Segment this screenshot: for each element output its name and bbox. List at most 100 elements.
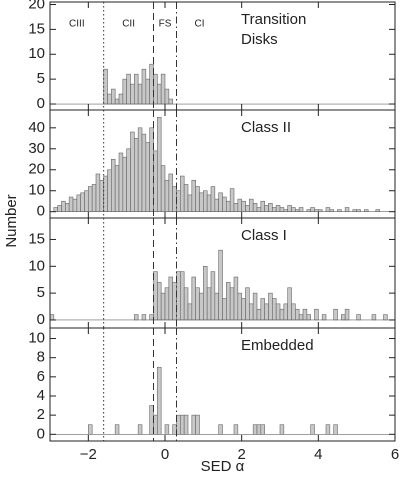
- y-tick-label: 15: [28, 230, 45, 247]
- histogram-bar: [183, 414, 189, 435]
- histogram-bar: [233, 203, 239, 213]
- x-tick-label: 0: [161, 446, 169, 463]
- histogram-bar: [291, 303, 296, 321]
- histogram-bar: [118, 152, 124, 213]
- histogram-bar: [337, 209, 342, 213]
- histogram-bar: [256, 207, 262, 213]
- histogram-bar: [295, 209, 300, 213]
- histogram-bar: [180, 175, 185, 213]
- histogram-bar: [302, 308, 308, 321]
- histogram-bar: [72, 198, 78, 213]
- histogram-bar: [199, 292, 204, 321]
- histogram-bar: [306, 209, 311, 213]
- histogram-bar: [191, 276, 196, 321]
- histogram-bar: [172, 282, 177, 321]
- histogram-bar: [153, 271, 158, 321]
- histogram-bar: [114, 165, 120, 213]
- histogram-bar: [275, 303, 281, 321]
- histogram-bar: [153, 150, 158, 213]
- histogram-bar: [88, 424, 93, 435]
- histogram-bar: [218, 424, 223, 435]
- y-tick-label: 0: [37, 311, 45, 328]
- region-label: CI: [195, 19, 205, 30]
- y-tick-label: 0: [37, 425, 45, 442]
- y-tick-label: 10: [28, 45, 45, 62]
- histogram-bar: [203, 190, 208, 213]
- histogram-bar: [233, 276, 239, 321]
- y-tick-label: 0: [37, 203, 45, 220]
- histogram-bar: [145, 78, 150, 105]
- histogram-bar: [126, 73, 131, 105]
- histogram-bar: [237, 292, 242, 321]
- histogram-bar: [114, 424, 120, 435]
- histogram-bar: [164, 179, 170, 213]
- y-tick-label: 5: [37, 284, 45, 301]
- histogram-bar: [141, 314, 147, 321]
- histogram-bar: [134, 314, 139, 321]
- histogram-bar: [356, 314, 361, 321]
- histogram-bar: [122, 156, 127, 213]
- histogram-bar: [279, 207, 285, 213]
- histogram-bar: [160, 73, 166, 105]
- histogram-bar: [91, 184, 97, 213]
- histogram-bar: [114, 98, 120, 105]
- region-label: CIII: [69, 19, 85, 30]
- histogram-bar: [264, 205, 269, 213]
- histogram-bar: [160, 165, 166, 213]
- histogram-bar: [226, 282, 231, 321]
- histogram-bar: [321, 314, 327, 321]
- histogram-bar: [88, 186, 93, 213]
- panel-frame: [49, 1, 396, 111]
- histogram-bar: [356, 209, 361, 213]
- histogram-bar: [68, 196, 74, 213]
- histogram-bar: [157, 282, 162, 321]
- histogram-bar: [149, 405, 154, 435]
- histogram-bar: [241, 200, 246, 213]
- histogram-bar: [233, 424, 239, 435]
- histogram-bar: [291, 207, 296, 213]
- histogram-bar: [245, 205, 250, 213]
- histogram-bar: [107, 169, 112, 213]
- histogram-bar: [80, 192, 85, 213]
- histogram-bar: [383, 314, 388, 321]
- histogram-bar: [260, 298, 265, 321]
- y-tick-label: 30: [28, 140, 45, 157]
- histogram-bar: [103, 68, 108, 105]
- histogram-bar: [176, 414, 181, 435]
- y-tick-label: 10: [28, 257, 45, 274]
- histogram-bar: [352, 209, 357, 213]
- histogram-bar: [118, 93, 124, 105]
- histogram-bar: [252, 292, 258, 321]
- x-tick-label: 6: [391, 446, 399, 463]
- region-label: FS: [159, 19, 172, 30]
- y-tick-label: 4: [37, 387, 45, 404]
- histogram-bar: [111, 158, 116, 213]
- histogram-bar: [210, 186, 216, 213]
- histogram-bar: [268, 203, 273, 213]
- histogram-bar: [325, 424, 331, 435]
- x-tick-label: −2: [80, 446, 97, 463]
- y-tick-label: 20: [28, 161, 45, 178]
- histogram-bar: [260, 200, 265, 213]
- y-tick-label: 10: [28, 182, 45, 199]
- y-tick-label: 10: [28, 330, 45, 347]
- histogram-bar: [283, 303, 288, 321]
- histogram-bar: [149, 314, 154, 321]
- histogram-bar: [149, 127, 154, 213]
- histogram-bar: [306, 314, 311, 321]
- histogram-bar: [191, 414, 196, 435]
- histogram-bar: [157, 117, 162, 213]
- histogram-bar: [141, 68, 147, 105]
- histogram-bar: [176, 271, 181, 321]
- histogram-bar: [137, 424, 143, 435]
- histogram-bar: [298, 314, 304, 321]
- histogram-bar: [364, 209, 369, 213]
- histogram-bar: [61, 200, 66, 213]
- histogram-bar: [210, 271, 216, 321]
- histogram-bar: [344, 308, 350, 321]
- histogram-bar: [256, 308, 262, 321]
- histogram-bar: [53, 207, 58, 213]
- histogram-bar: [130, 83, 135, 105]
- histogram-bar: [187, 194, 193, 213]
